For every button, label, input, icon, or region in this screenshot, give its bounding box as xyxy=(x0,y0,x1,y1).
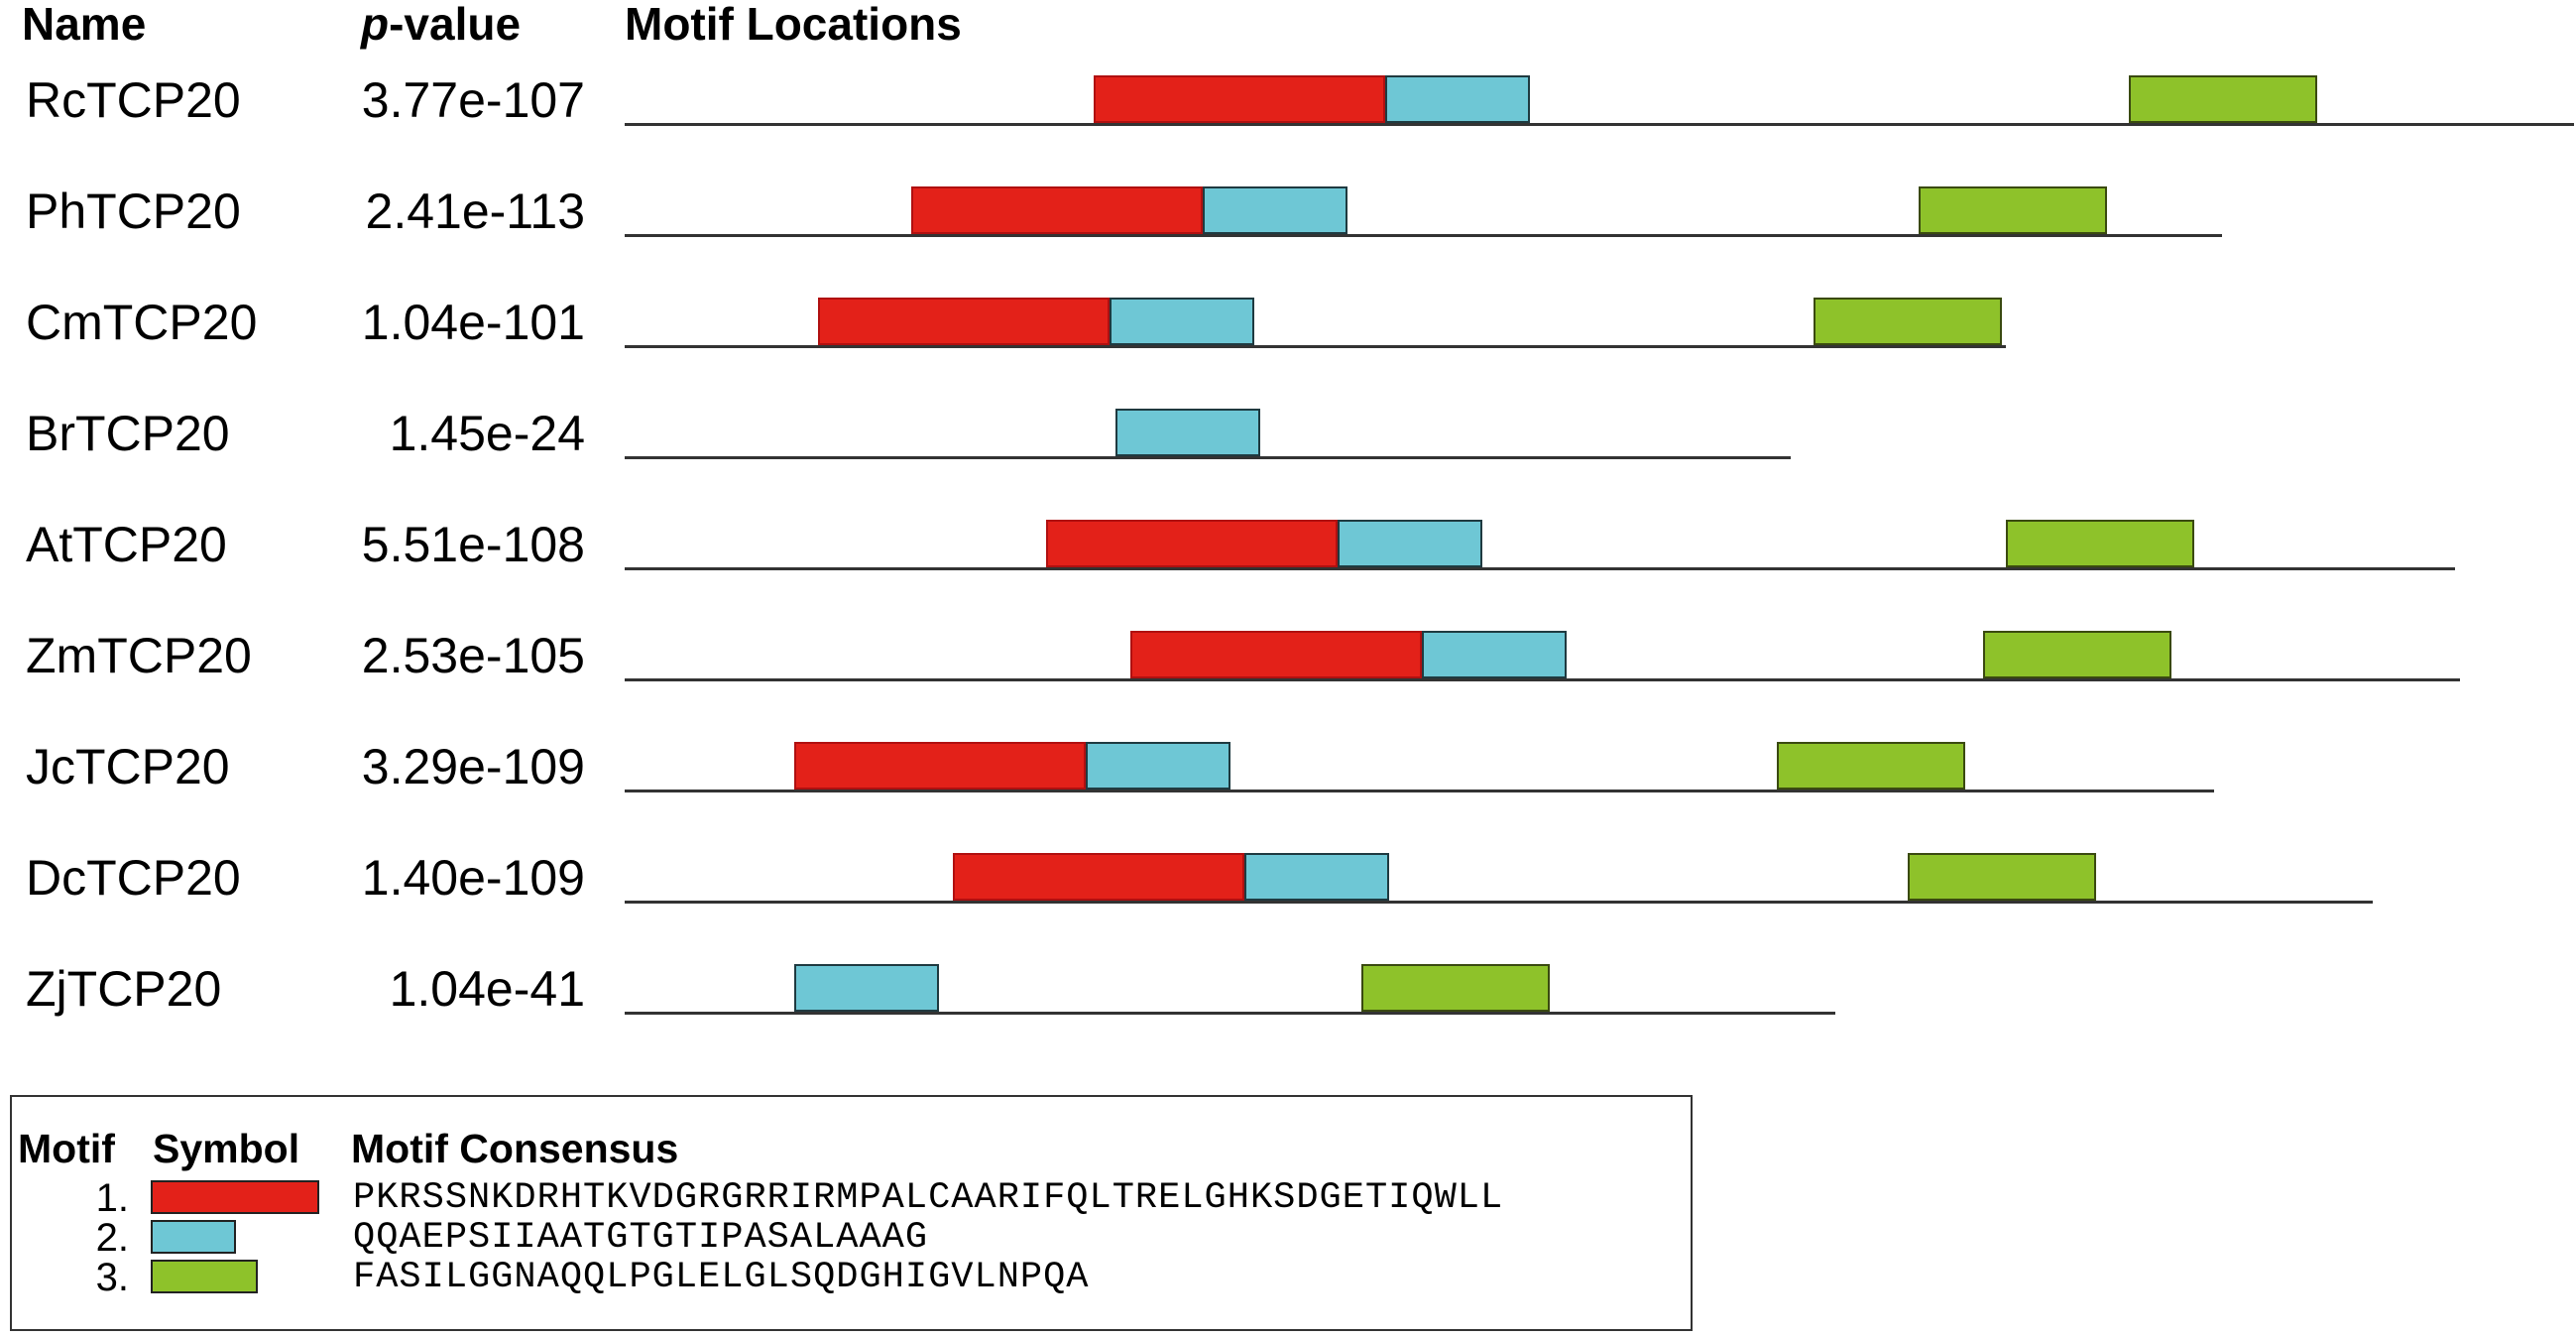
motif-legend: Motif Symbol Motif Consensus 1. PKRSSNKDR… xyxy=(10,1095,1693,1331)
sequence-track xyxy=(625,1012,1835,1015)
sequence-track xyxy=(625,790,2214,792)
sequence-pvalue: 1.04e-101 xyxy=(361,295,585,350)
sequence-track xyxy=(625,123,2574,126)
motif-3-block xyxy=(1919,186,2107,234)
legend-motif-consensus: QQAEPSIIAATGTGTIPASALAAAG xyxy=(353,1217,929,1259)
header-pvalue: p-value xyxy=(361,0,521,48)
sequence-name: PhTCP20 xyxy=(26,183,241,239)
sequence-row: AtTCP20 5.51e-108 xyxy=(0,458,2576,572)
legend-header-motif: Motif xyxy=(18,1126,115,1171)
motif-1-block xyxy=(953,853,1244,901)
sequence-track xyxy=(625,678,2460,681)
legend-motif-consensus: FASILGGNAQQLPGLELGLSQDGHIGVLNPQA xyxy=(353,1257,1090,1298)
motif-3-block xyxy=(1908,853,2096,901)
sequence-name: RcTCP20 xyxy=(26,72,241,128)
legend-motif-1-symbol xyxy=(151,1180,319,1214)
sequence-name: JcTCP20 xyxy=(26,739,230,794)
sequence-pvalue: 2.53e-105 xyxy=(361,628,585,683)
motif-2-block xyxy=(1086,742,1230,790)
motif-3-block xyxy=(1983,631,2171,678)
sequence-row: ZmTCP20 2.53e-105 xyxy=(0,569,2576,683)
legend-header-consensus: Motif Consensus xyxy=(351,1126,679,1171)
motif-1-block xyxy=(1046,520,1338,567)
legend-motif-number: 3. xyxy=(95,1256,129,1299)
sequence-name: AtTCP20 xyxy=(26,517,227,572)
sequence-name: ZmTCP20 xyxy=(26,628,252,683)
header-pvalue-suffix: -value xyxy=(389,0,522,50)
legend-header-symbol: Symbol xyxy=(153,1126,300,1171)
legend-motif-number: 1. xyxy=(95,1176,129,1220)
sequence-row: PhTCP20 2.41e-113 xyxy=(0,125,2576,239)
motif-2-block xyxy=(1203,186,1347,234)
sequence-pvalue: 1.04e-41 xyxy=(389,961,585,1017)
motif-2-block xyxy=(1422,631,1567,678)
sequence-pvalue: 1.45e-24 xyxy=(389,406,585,461)
legend-motif-consensus: PKRSSNKDRHTKVDGRGRRIRMPALCAARIFQLTRELGHK… xyxy=(353,1177,1504,1219)
motif-3-block xyxy=(2006,520,2194,567)
motif-1-block xyxy=(818,298,1110,345)
sequence-track xyxy=(625,901,2373,904)
sequence-track xyxy=(625,456,1791,459)
sequence-pvalue: 2.41e-113 xyxy=(365,183,585,239)
sequence-name: DcTCP20 xyxy=(26,850,241,906)
motif-1-block xyxy=(911,186,1203,234)
sequence-row: DcTCP20 1.40e-109 xyxy=(0,791,2576,906)
sequence-row: CmTCP20 1.04e-101 xyxy=(0,236,2576,350)
sequence-name: BrTCP20 xyxy=(26,406,230,461)
motif-2-block xyxy=(1115,409,1260,456)
legend-motif-number: 2. xyxy=(95,1216,129,1260)
sequence-row: RcTCP20 3.77e-107 xyxy=(0,14,2576,128)
sequence-row: JcTCP20 3.29e-109 xyxy=(0,680,2576,794)
motif-1-block xyxy=(1130,631,1422,678)
header-pvalue-italic: p xyxy=(361,0,390,50)
motif-2-block xyxy=(1110,298,1254,345)
sequence-pvalue: 3.77e-107 xyxy=(361,72,585,128)
sequence-row: ZjTCP20 1.04e-41 xyxy=(0,903,2576,1017)
sequence-track xyxy=(625,345,2006,348)
motif-3-block xyxy=(2129,75,2317,123)
sequence-pvalue: 5.51e-108 xyxy=(361,517,585,572)
motif-3-block xyxy=(1814,298,2002,345)
legend-motif-3-symbol xyxy=(151,1260,258,1293)
sequence-name: ZjTCP20 xyxy=(26,961,222,1017)
motif-2-block xyxy=(1244,853,1389,901)
header-motif-locations: Motif Locations xyxy=(625,0,962,50)
sequence-row: BrTCP20 1.45e-24 xyxy=(0,347,2576,461)
motif-2-block xyxy=(1338,520,1482,567)
sequence-pvalue: 1.40e-109 xyxy=(361,850,585,906)
sequence-pvalue: 3.29e-109 xyxy=(361,739,585,794)
sequence-track xyxy=(625,234,2222,237)
legend-motif-2-symbol xyxy=(151,1220,236,1254)
header-name: Name xyxy=(22,0,147,50)
motif-1-block xyxy=(794,742,1086,790)
sequence-track xyxy=(625,567,2455,570)
sequence-name: CmTCP20 xyxy=(26,295,258,350)
motif-3-block xyxy=(1361,964,1550,1012)
motif-3-block xyxy=(1777,742,1965,790)
motif-2-block xyxy=(794,964,939,1012)
motif-2-block xyxy=(1385,75,1530,123)
motif-1-block xyxy=(1094,75,1385,123)
